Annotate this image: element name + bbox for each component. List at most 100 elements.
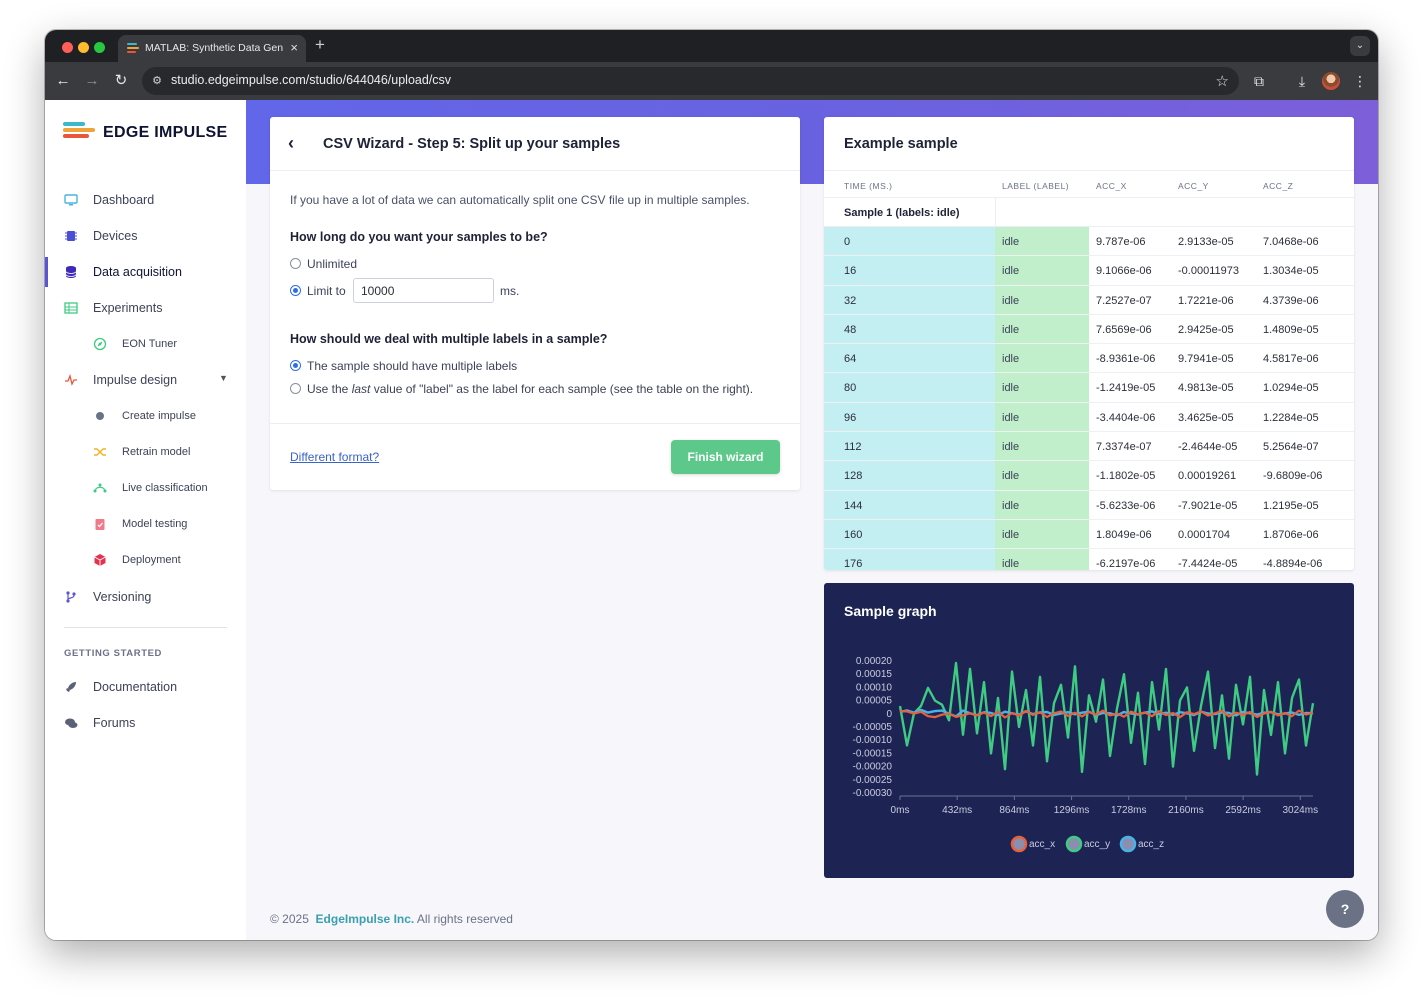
x-tick-label: 3024ms bbox=[1283, 805, 1319, 816]
new-tab-icon[interactable]: + bbox=[315, 35, 325, 54]
cell-label: idle bbox=[995, 227, 1089, 256]
sidebar-item-versioning[interactable]: Versioning bbox=[45, 582, 246, 612]
cell-acc-z: 4.3739e-06 bbox=[1263, 294, 1319, 307]
sidebar-item-label: Data acquisition bbox=[93, 265, 182, 279]
table-divider bbox=[824, 197, 1354, 198]
sidebar-item-dashboard[interactable]: Dashboard bbox=[45, 185, 246, 215]
extensions-icon[interactable]: ⧉ bbox=[1254, 73, 1264, 89]
sidebar-item-forums[interactable]: Forums bbox=[45, 708, 246, 738]
legend-marker-acc_z[interactable] bbox=[1119, 835, 1137, 853]
main-content: ‹ CSV Wizard - Step 5: Split up your sam… bbox=[246, 100, 1378, 940]
cell-label: idle bbox=[995, 432, 1089, 461]
cell-acc-z: 1.2284e-05 bbox=[1263, 411, 1319, 424]
sample-group-separator bbox=[995, 198, 996, 227]
series-line-acc_x bbox=[899, 709, 1314, 719]
logo-text: EDGE IMPULSE bbox=[103, 124, 228, 141]
sample-group-row: Sample 1 (labels: idle) bbox=[824, 198, 1354, 227]
cell-acc-y: -0.00011973 bbox=[1178, 265, 1239, 278]
sidebar-item-devices[interactable]: Devices bbox=[45, 221, 246, 251]
legend-marker-acc_x[interactable] bbox=[1010, 835, 1028, 853]
y-tick-label: -0.00025 bbox=[853, 775, 893, 786]
back-chevron-icon[interactable]: ‹ bbox=[288, 133, 294, 153]
reload-icon[interactable]: ↻ bbox=[114, 72, 128, 89]
sidebar-item-eon-tuner[interactable]: EON Tuner bbox=[45, 329, 246, 359]
profile-avatar[interactable] bbox=[1322, 72, 1340, 90]
footer-rights: All rights reserved bbox=[416, 912, 513, 926]
sidebar-item-data-acquisition[interactable]: Data acquisition bbox=[45, 257, 246, 287]
browser-toolbar: ← → ↻ ⚙ studio.edgeimpulse.com/studio/64… bbox=[45, 62, 1378, 100]
shuffle-icon bbox=[94, 448, 106, 456]
maximize-window-button[interactable] bbox=[94, 42, 105, 53]
radio-multiple-labels-label[interactable]: The sample should have multiple labels bbox=[307, 359, 518, 373]
radio-limit-to-label[interactable]: Limit to bbox=[307, 284, 346, 298]
series-line-acc_y bbox=[898, 661, 1315, 776]
cell-acc-y: 1.7221e-06 bbox=[1178, 294, 1234, 307]
cell-time: 128 bbox=[824, 461, 995, 490]
sidebar-item-experiments[interactable]: Experiments bbox=[45, 293, 246, 323]
site-settings-icon[interactable]: ⚙ bbox=[152, 75, 162, 87]
cube-icon bbox=[94, 554, 106, 566]
cell-time: 16 bbox=[824, 256, 995, 285]
browser-tab[interactable]: MATLAB: Synthetic Data Gen × bbox=[118, 35, 306, 62]
help-button[interactable]: ? bbox=[1326, 890, 1364, 928]
live-icon bbox=[93, 483, 107, 493]
sidebar-item-impulse-design[interactable]: Impulse design ▼ bbox=[45, 365, 246, 395]
compass-icon bbox=[93, 337, 107, 351]
y-tick-label: -0.00010 bbox=[853, 735, 893, 746]
cell-acc-x: 7.6569e-06 bbox=[1096, 323, 1152, 336]
sidebar-item-deployment[interactable]: Deployment bbox=[45, 545, 246, 575]
radio-last-label-label[interactable]: Use the last value of "label" as the lab… bbox=[307, 382, 753, 396]
x-tick-label: 864ms bbox=[999, 805, 1029, 816]
table-row: 0 idle 9.787e-06 2.9133e-05 7.0468e-06 bbox=[824, 227, 1354, 257]
edge-impulse-logo-icon bbox=[63, 122, 95, 144]
table-row: 160 idle 1.8049e-06 0.0001704 1.8706e-06 bbox=[824, 519, 1354, 550]
radio-unlimited-label[interactable]: Unlimited bbox=[307, 257, 358, 271]
example-header: Example sample bbox=[824, 117, 1354, 171]
cell-acc-y: -2.4644e-05 bbox=[1178, 441, 1238, 454]
limit-unit-label: ms. bbox=[500, 284, 520, 298]
bookmark-star-icon[interactable]: ☆ bbox=[1215, 73, 1229, 90]
y-tick-label: 0.00015 bbox=[856, 669, 893, 680]
radio-last-label[interactable] bbox=[290, 383, 301, 394]
caret-down-icon[interactable]: ▼ bbox=[219, 373, 228, 383]
cell-acc-z: 7.0468e-06 bbox=[1263, 236, 1319, 248]
cell-acc-z: 1.2195e-05 bbox=[1263, 499, 1319, 512]
cell-acc-x: -8.9361e-06 bbox=[1096, 353, 1156, 366]
different-format-link[interactable]: Different format? bbox=[290, 450, 380, 464]
tab-search-chevron-icon[interactable]: ⌄ bbox=[1350, 36, 1370, 56]
radio-limit-to[interactable] bbox=[290, 285, 301, 296]
tab-title: MATLAB: Synthetic Data Gen bbox=[145, 42, 284, 54]
sidebar: EDGE IMPULSE Dashboard Devices Data acqu… bbox=[45, 100, 246, 940]
cell-time: 112 bbox=[824, 432, 995, 461]
y-tick-label: 0.00010 bbox=[856, 682, 893, 693]
close-tab-icon[interactable]: × bbox=[290, 40, 298, 55]
table-row: 128 idle -1.1802e-05 0.00019261 -9.6809e-06 bbox=[824, 461, 1354, 491]
close-window-button[interactable] bbox=[62, 42, 73, 53]
footer-company-link[interactable]: EdgeImpulse Inc. bbox=[315, 912, 415, 926]
clipboard-check-icon bbox=[95, 519, 105, 530]
sidebar-item-live-classification[interactable]: Live classification bbox=[45, 473, 246, 503]
sidebar-item-label: Create impulse bbox=[122, 410, 196, 422]
radio-multiple-labels[interactable] bbox=[290, 360, 301, 371]
table-row: 144 idle -5.6233e-06 -7.9021e-05 1.2195e-05 bbox=[824, 490, 1354, 520]
sidebar-item-label: EON Tuner bbox=[122, 338, 178, 350]
address-bar[interactable]: ⚙ studio.edgeimpulse.com/studio/644046/u… bbox=[142, 67, 1239, 95]
cell-acc-y: -7.4424e-05 bbox=[1178, 558, 1238, 570]
table-icon bbox=[64, 302, 78, 314]
finish-wizard-button[interactable]: Finish wizard bbox=[671, 440, 780, 474]
back-arrow-icon[interactable]: ← bbox=[55, 72, 71, 89]
sidebar-item-retrain-model[interactable]: Retrain model bbox=[45, 437, 246, 467]
cell-label: idle bbox=[995, 490, 1089, 519]
limit-ms-input[interactable] bbox=[353, 278, 494, 303]
minimize-window-button[interactable] bbox=[78, 42, 89, 53]
forward-arrow-icon[interactable]: → bbox=[84, 72, 100, 89]
section-heading-getting-started: GETTING STARTED bbox=[64, 648, 163, 659]
browser-menu-icon[interactable]: ⋮ bbox=[1353, 73, 1367, 89]
sidebar-item-model-testing[interactable]: Model testing bbox=[45, 509, 246, 539]
download-icon[interactable]: ⤓ bbox=[1298, 73, 1306, 89]
legend-marker-acc_y[interactable] bbox=[1065, 835, 1083, 853]
pulse-icon bbox=[65, 373, 77, 386]
radio-unlimited[interactable] bbox=[290, 258, 301, 269]
sidebar-item-documentation[interactable]: Documentation bbox=[45, 672, 246, 702]
sidebar-item-create-impulse[interactable]: Create impulse bbox=[45, 401, 246, 431]
